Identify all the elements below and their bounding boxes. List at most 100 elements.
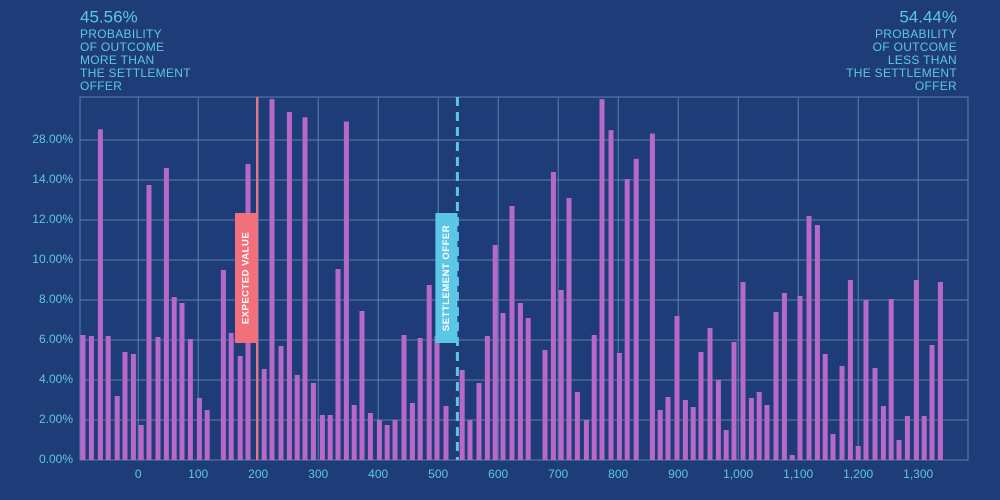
bar xyxy=(921,416,927,460)
bar xyxy=(88,336,94,460)
y-tick-label: 0.00% xyxy=(39,452,73,466)
bar xyxy=(459,370,465,460)
bar xyxy=(310,383,316,460)
bar xyxy=(896,440,902,460)
bar xyxy=(756,392,762,460)
x-tick-label: 1,200 xyxy=(843,467,873,481)
left-percent: 45.56% xyxy=(80,7,138,26)
y-tick-label: 2.00% xyxy=(39,412,73,426)
labels: 45.56% 54.44% 0.00% 2.00% 4.00% 6.00% 8.00% 1… xyxy=(32,7,957,481)
bar xyxy=(376,420,382,460)
bar xyxy=(417,338,423,460)
bar xyxy=(335,269,341,460)
bar xyxy=(138,425,144,460)
bar xyxy=(517,303,523,460)
bar xyxy=(608,130,614,460)
bar xyxy=(426,285,432,460)
bar xyxy=(542,350,548,460)
x-tick-label: 1,000 xyxy=(723,467,753,481)
x-tick-label: 700 xyxy=(548,467,568,481)
bar xyxy=(146,185,152,460)
bar xyxy=(616,353,622,460)
bar xyxy=(122,352,128,460)
bar xyxy=(187,339,193,460)
bar xyxy=(269,99,275,461)
bar xyxy=(574,392,580,460)
x-tick-label: 600 xyxy=(488,467,508,481)
bar xyxy=(591,335,597,460)
bar xyxy=(550,172,556,460)
bars xyxy=(80,99,943,461)
bar xyxy=(80,335,86,460)
bar xyxy=(781,293,787,460)
y-tick-label: 8.00% xyxy=(39,292,73,306)
y-tick-label: 4.00% xyxy=(39,372,73,386)
bar xyxy=(657,410,663,460)
bar xyxy=(633,158,639,460)
bar xyxy=(367,413,373,460)
bar xyxy=(839,366,845,460)
bar xyxy=(130,354,136,460)
y-tick-label: 28.00% xyxy=(32,132,73,146)
bar xyxy=(665,397,671,460)
bar xyxy=(155,337,161,460)
bar xyxy=(822,354,828,460)
bar xyxy=(278,346,284,460)
y-tick-label: 6.00% xyxy=(39,332,73,346)
marker-tag: SETTLEMENT OFFER xyxy=(441,225,452,331)
bar xyxy=(500,313,506,460)
bar xyxy=(847,280,853,460)
x-tick-label: 400 xyxy=(368,467,388,481)
bar xyxy=(261,369,267,460)
bar xyxy=(237,356,243,460)
bar xyxy=(434,336,440,460)
bar xyxy=(806,216,812,460)
bar xyxy=(319,415,325,460)
note-line: LESS THAN xyxy=(888,53,957,67)
bar xyxy=(913,280,919,460)
bar xyxy=(789,455,795,460)
note-line: OF OUTCOME xyxy=(873,40,957,54)
x-tick-label: 800 xyxy=(608,467,628,481)
note-line: OFFER xyxy=(80,79,122,93)
y-tick-label: 12.00% xyxy=(32,212,73,226)
note-line: OF OUTCOME xyxy=(80,40,164,54)
bar xyxy=(492,245,498,460)
bar xyxy=(937,282,943,460)
x-tick-label: 100 xyxy=(188,467,208,481)
bar xyxy=(302,117,308,461)
bar xyxy=(294,375,300,460)
bar xyxy=(583,420,589,460)
bar xyxy=(863,300,869,460)
bar xyxy=(830,434,836,460)
bar xyxy=(872,368,878,460)
bar xyxy=(698,352,704,460)
note-line: THE SETTLEMENT xyxy=(846,66,957,80)
bar xyxy=(690,407,696,460)
bar xyxy=(163,168,169,460)
bar xyxy=(904,416,910,460)
note-line: THE SETTLEMENT xyxy=(80,66,191,80)
bar xyxy=(773,312,779,460)
bar xyxy=(525,318,531,460)
y-tick-label: 14.00% xyxy=(32,172,73,186)
bar xyxy=(740,282,746,460)
bar xyxy=(707,328,713,460)
bar xyxy=(384,425,390,460)
bar xyxy=(599,99,605,461)
x-tick-label: 1,100 xyxy=(783,467,813,481)
y-tick-label: 10.00% xyxy=(32,252,73,266)
x-tick-label: 300 xyxy=(308,467,328,481)
bar xyxy=(204,410,210,460)
bar xyxy=(888,299,894,460)
bar xyxy=(228,333,234,460)
bar xyxy=(764,405,770,460)
x-tick-label: 0 xyxy=(135,467,142,481)
bar xyxy=(929,345,935,460)
bar xyxy=(674,316,680,460)
bar xyxy=(171,297,177,460)
note-line: PROBABILITY xyxy=(80,27,162,41)
bar xyxy=(443,406,449,460)
bar xyxy=(401,335,407,460)
